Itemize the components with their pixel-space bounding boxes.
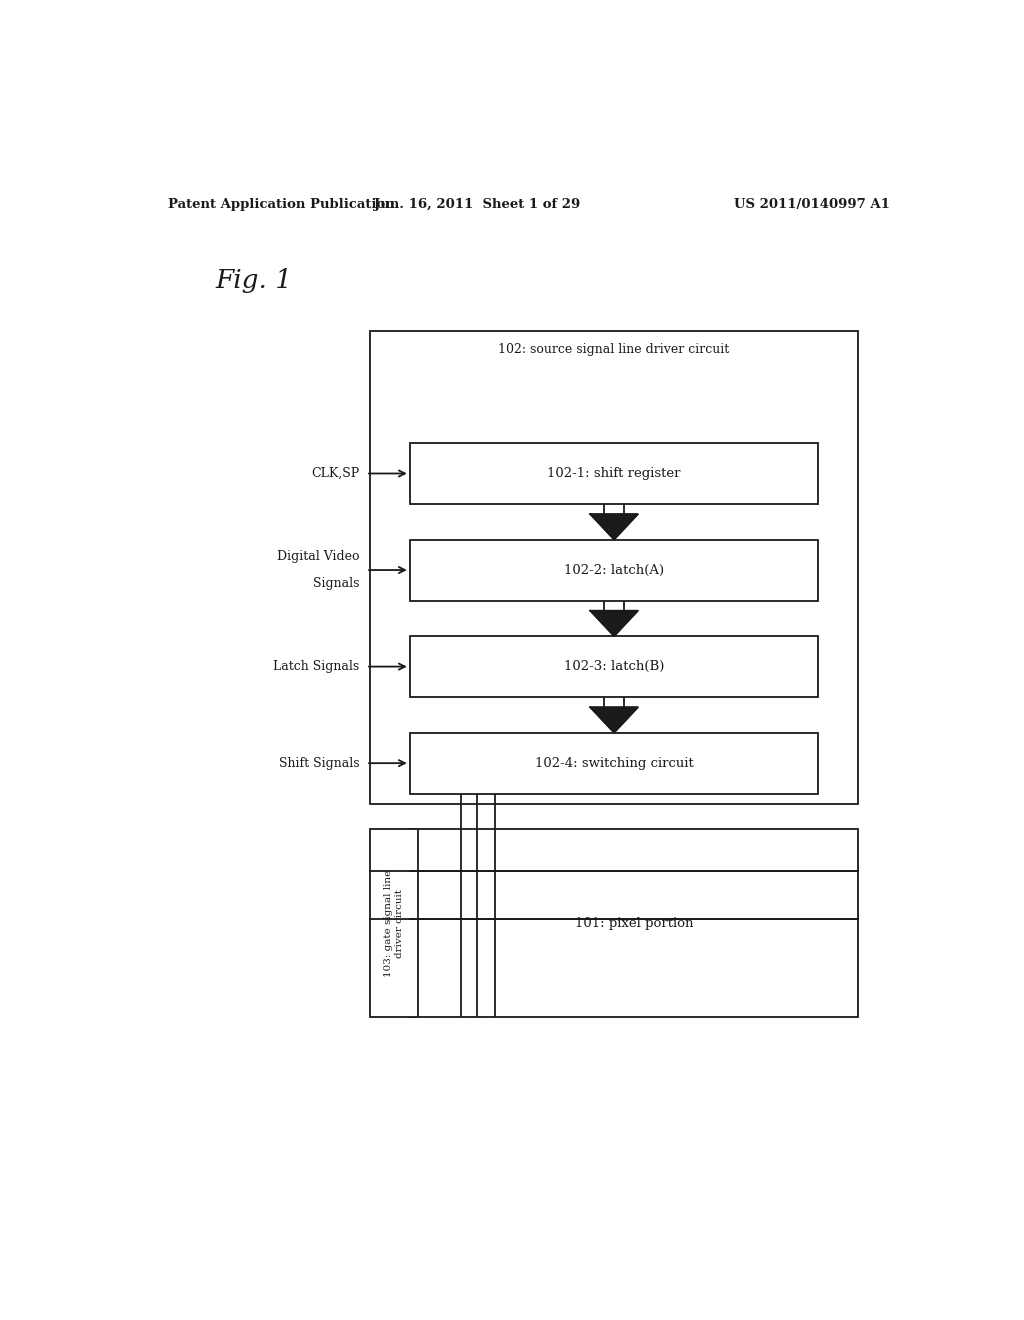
Text: 102-2: latch(A): 102-2: latch(A) bbox=[564, 564, 665, 577]
Bar bbox=[410, 540, 818, 601]
Text: Fig. 1: Fig. 1 bbox=[215, 268, 292, 293]
Text: 102-1: shift register: 102-1: shift register bbox=[548, 467, 681, 480]
Text: Patent Application Publication: Patent Application Publication bbox=[168, 198, 394, 211]
Polygon shape bbox=[590, 515, 638, 540]
Text: CLK,SP: CLK,SP bbox=[311, 467, 359, 480]
Text: 102-4: switching circuit: 102-4: switching circuit bbox=[535, 756, 693, 770]
Text: Shift Signals: Shift Signals bbox=[280, 756, 359, 770]
Text: Jun. 16, 2011  Sheet 1 of 29: Jun. 16, 2011 Sheet 1 of 29 bbox=[374, 198, 581, 211]
Bar bbox=[410, 636, 818, 697]
Text: 102-3: latch(B): 102-3: latch(B) bbox=[564, 660, 665, 673]
Polygon shape bbox=[590, 708, 638, 733]
Bar bbox=[370, 829, 418, 1018]
Bar bbox=[410, 444, 818, 504]
Text: Digital Video: Digital Video bbox=[278, 550, 359, 564]
Bar bbox=[370, 331, 858, 804]
Polygon shape bbox=[590, 611, 638, 636]
Text: 103: gate signal line
driver circuit: 103: gate signal line driver circuit bbox=[384, 870, 403, 977]
Text: 101: pixel portion: 101: pixel portion bbox=[574, 917, 693, 929]
Text: 102: source signal line driver circuit: 102: source signal line driver circuit bbox=[499, 343, 730, 356]
Text: US 2011/0140997 A1: US 2011/0140997 A1 bbox=[734, 198, 890, 211]
Bar bbox=[410, 733, 818, 793]
Text: Signals: Signals bbox=[313, 577, 359, 590]
Bar bbox=[410, 829, 858, 1018]
Text: Latch Signals: Latch Signals bbox=[273, 660, 359, 673]
